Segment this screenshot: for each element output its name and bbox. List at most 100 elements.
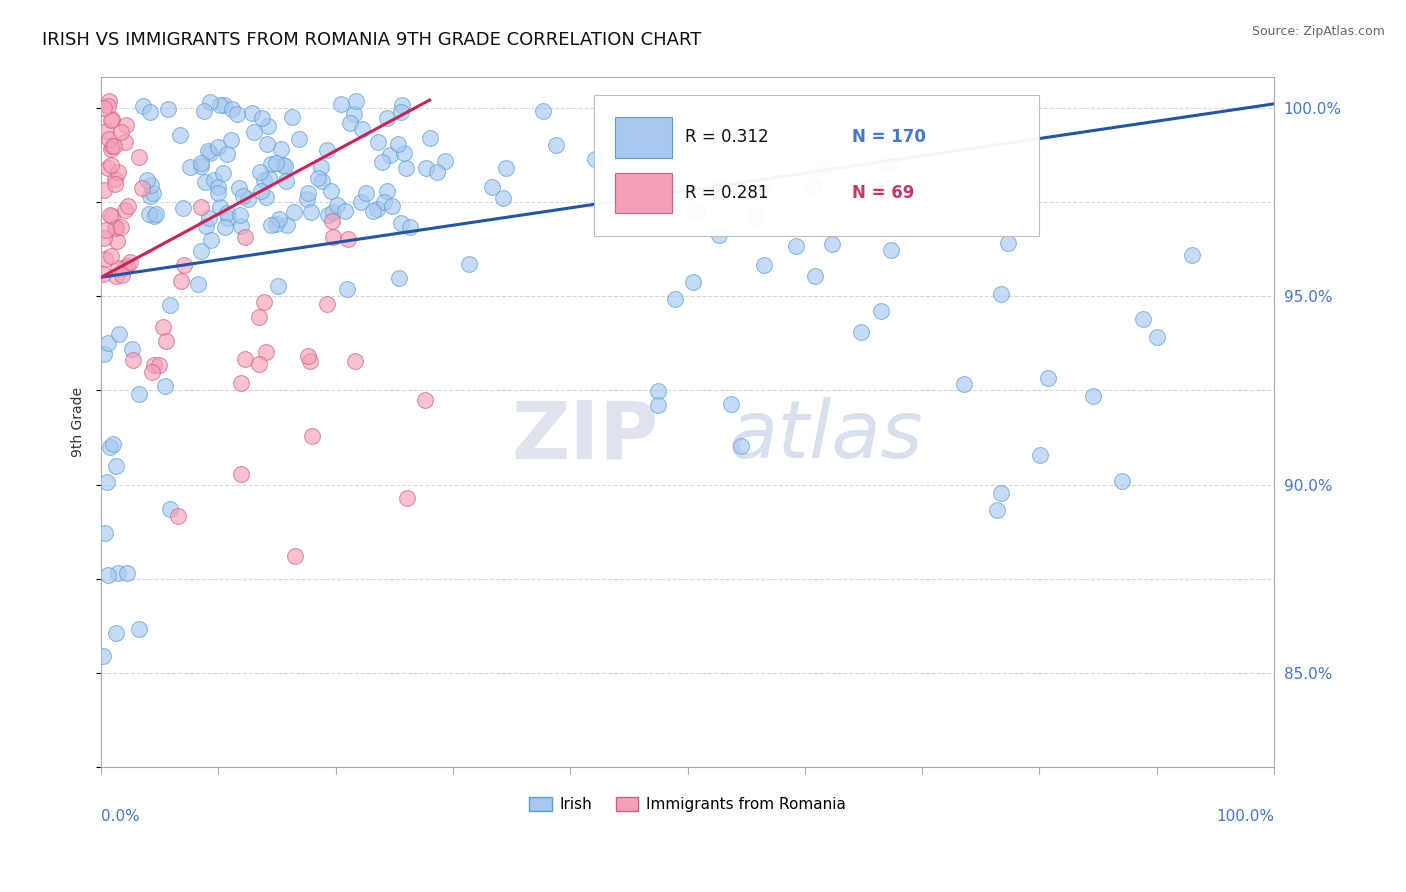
Point <box>247 357 270 371</box>
Point <box>322 204 344 219</box>
Point <box>91 268 114 282</box>
Point <box>110 219 132 234</box>
Point <box>212 166 235 180</box>
Text: IRISH VS IMMIGRANTS FROM ROMANIA 9TH GRADE CORRELATION CHART: IRISH VS IMMIGRANTS FROM ROMANIA 9TH GRA… <box>42 31 702 49</box>
Point <box>801 178 824 193</box>
Point <box>284 549 307 564</box>
Point <box>200 233 222 247</box>
Point <box>531 103 554 118</box>
Point <box>97 336 120 351</box>
Point <box>1038 371 1060 385</box>
Point <box>295 192 318 206</box>
Point <box>104 220 127 235</box>
Point <box>1181 247 1204 261</box>
Point <box>253 295 276 310</box>
Point <box>112 261 135 276</box>
Point <box>107 566 129 580</box>
Point <box>315 297 337 311</box>
Point <box>232 189 254 203</box>
Point <box>172 201 194 215</box>
Point <box>257 170 280 185</box>
Point <box>114 136 136 150</box>
Point <box>228 180 250 194</box>
FancyBboxPatch shape <box>614 173 672 213</box>
Point <box>433 154 456 169</box>
Point <box>97 98 120 112</box>
Point <box>195 219 218 234</box>
Point <box>752 258 775 272</box>
Point <box>785 239 807 253</box>
Point <box>197 144 219 158</box>
Point <box>173 258 195 272</box>
Point <box>387 136 409 151</box>
Point <box>1146 330 1168 344</box>
Point <box>986 503 1008 517</box>
Point <box>354 186 377 201</box>
Point <box>389 105 412 120</box>
Point <box>110 125 132 139</box>
Point <box>170 274 193 288</box>
Point <box>103 138 125 153</box>
Point <box>240 105 263 120</box>
Point <box>647 384 669 399</box>
Point <box>391 98 413 112</box>
Point <box>105 220 128 235</box>
Point <box>104 171 127 186</box>
Point <box>367 136 389 150</box>
Point <box>100 142 122 156</box>
Point <box>877 155 900 169</box>
Point <box>720 397 742 411</box>
Point <box>389 216 412 230</box>
Point <box>179 160 201 174</box>
Text: N = 170: N = 170 <box>852 128 925 146</box>
Point <box>264 218 287 232</box>
Point <box>260 157 283 171</box>
Point <box>686 205 709 219</box>
Point <box>215 206 238 220</box>
Point <box>229 219 252 234</box>
Point <box>361 203 384 218</box>
Point <box>167 509 190 524</box>
Point <box>105 234 128 248</box>
Point <box>104 177 127 191</box>
Point <box>343 354 366 368</box>
Point <box>231 467 253 481</box>
Point <box>682 275 704 289</box>
Point <box>849 325 872 339</box>
Point <box>267 279 290 293</box>
Point <box>707 227 730 242</box>
Point <box>274 159 297 173</box>
Point <box>209 97 232 112</box>
Point <box>155 334 177 349</box>
Point <box>249 310 271 324</box>
Point <box>207 186 229 200</box>
Point <box>953 376 976 391</box>
Point <box>254 190 277 204</box>
Point <box>316 208 339 222</box>
Point <box>153 379 176 393</box>
Text: atlas: atlas <box>728 397 924 475</box>
Point <box>107 260 129 275</box>
Point <box>990 287 1012 301</box>
Point <box>190 159 212 173</box>
Point <box>101 112 124 126</box>
Point <box>280 110 302 124</box>
Point <box>104 458 127 473</box>
Point <box>115 118 138 132</box>
Point <box>415 161 437 176</box>
Point <box>419 131 441 145</box>
Point <box>105 269 128 284</box>
Point <box>231 376 253 390</box>
Point <box>704 180 727 194</box>
Point <box>169 128 191 143</box>
Point <box>117 199 139 213</box>
Point <box>202 173 225 187</box>
Point <box>256 119 278 133</box>
Point <box>311 174 333 188</box>
Point <box>107 164 129 178</box>
Point <box>197 211 219 226</box>
Point <box>260 218 283 232</box>
Point <box>336 281 359 295</box>
Point <box>217 211 239 225</box>
Point <box>97 568 120 582</box>
